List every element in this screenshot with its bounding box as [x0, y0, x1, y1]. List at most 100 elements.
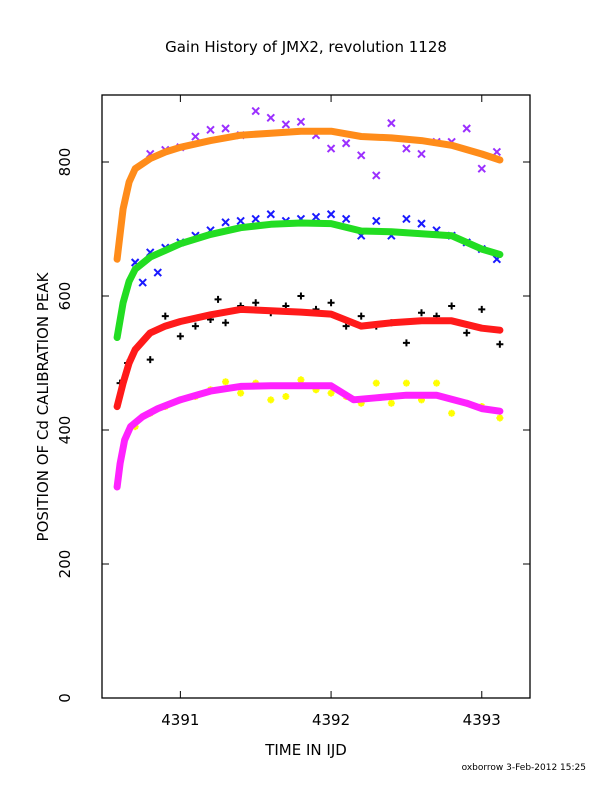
- series-0-point-12: [326, 144, 336, 153]
- series-layer: [113, 106, 504, 491]
- series-0-point-18: [417, 149, 426, 159]
- y-tick-label-4: 800: [56, 148, 74, 177]
- series-6-point-16: [372, 379, 380, 387]
- series-3-point-2: [126, 278, 133, 285]
- y-tick-label-1: 200: [56, 550, 74, 579]
- series-2-point-16: [341, 214, 351, 224]
- series-4-point-25: [478, 305, 486, 313]
- series-5-point-4: [147, 329, 154, 336]
- series-7-point-9: [267, 382, 274, 389]
- series-3-point-17: [496, 251, 503, 258]
- series-7-point-6: [177, 396, 184, 403]
- series-3-point-10: [297, 219, 304, 226]
- series-1-point-8: [237, 132, 244, 139]
- series-3-point-6: [177, 240, 184, 247]
- series-4-point-17: [357, 312, 365, 320]
- series-3-point-14: [418, 230, 425, 237]
- series-6-point-7: [237, 389, 245, 397]
- series-4: [116, 292, 504, 387]
- series-1-point-15: [448, 142, 455, 149]
- series-5: [113, 305, 504, 411]
- series-5-point-1: [120, 380, 127, 387]
- series-4-point-10: [252, 299, 260, 307]
- series-7-point-12: [350, 396, 357, 403]
- series-0-point-7: [251, 106, 260, 116]
- footer-timestamp: oxborrow 3-Feb-2012 15:25: [462, 763, 586, 773]
- series-4-point-3: [161, 312, 169, 320]
- series-0-point-13: [341, 139, 351, 148]
- series-5-point-9: [267, 307, 274, 314]
- series-2-point-3: [153, 268, 162, 277]
- series-4-point-23: [448, 302, 456, 310]
- y-tick-label-0: 0: [56, 693, 74, 703]
- series-7-point-10: [297, 382, 304, 389]
- series-7: [113, 382, 504, 491]
- series-6-point-18: [402, 379, 410, 387]
- x-tick-label-2: 4393: [463, 711, 501, 729]
- series-1-point-13: [388, 134, 395, 141]
- series-1-curve: [113, 127, 504, 263]
- series-3-point-3: [132, 266, 139, 273]
- series-1: [113, 127, 504, 263]
- series-4-point-7: [214, 295, 222, 303]
- series-4-point-21: [417, 309, 425, 317]
- series-7-point-1: [117, 460, 124, 467]
- series-1-point-6: [177, 144, 184, 151]
- series-7-point-14: [403, 392, 410, 399]
- y-axis-ticks: 0 200 400 600 800: [56, 148, 530, 703]
- y-tick-label-2: 400: [56, 416, 74, 445]
- series-3-point-15: [448, 232, 455, 239]
- series-1-point-0: [114, 256, 121, 263]
- series-5-point-14: [418, 317, 425, 324]
- series-0-point-17: [402, 144, 411, 153]
- series-3-point-12: [358, 228, 365, 235]
- series-4-point-24: [463, 329, 471, 337]
- series-7-point-2: [121, 437, 128, 444]
- series-7-point-4: [139, 413, 146, 420]
- series-1-point-2: [126, 179, 133, 186]
- series-1-point-7: [207, 137, 214, 144]
- series-0-point-14: [357, 151, 366, 160]
- series-5-point-13: [388, 319, 395, 326]
- series-7-point-17: [478, 405, 485, 412]
- series-2-point-21: [417, 219, 426, 228]
- series-3-point-0: [114, 334, 121, 341]
- series-6-point-11: [297, 376, 305, 384]
- series-3-point-9: [267, 221, 274, 228]
- series-5-point-11: [328, 311, 335, 318]
- series-5-point-16: [478, 325, 485, 332]
- series-2-point-18: [372, 216, 381, 226]
- series-6-point-13: [327, 389, 335, 397]
- series-7-point-16: [463, 400, 470, 407]
- series-0-point-8: [266, 113, 275, 122]
- series-0-point-15: [372, 171, 381, 180]
- series-2-point-1: [138, 278, 147, 287]
- series-7-point-13: [373, 394, 380, 401]
- series-1-point-11: [328, 128, 335, 135]
- series-5-point-15: [448, 317, 455, 324]
- series-6-point-21: [448, 409, 456, 417]
- series-0-point-10: [296, 117, 306, 127]
- series-1-point-3: [132, 165, 139, 172]
- series-1-point-17: [496, 156, 503, 163]
- series-3-point-1: [120, 299, 127, 306]
- series-0-point-23: [492, 147, 502, 157]
- plot-frame: [101, 94, 531, 699]
- series-7-point-5: [154, 405, 161, 412]
- series-6-point-20: [433, 379, 441, 387]
- series-7-point-18: [496, 408, 503, 415]
- series-5-point-3: [132, 346, 139, 353]
- series-4-point-4: [176, 332, 184, 340]
- series-3-point-8: [237, 224, 244, 231]
- series-3-point-4: [147, 254, 154, 261]
- series-4-point-26: [496, 340, 504, 348]
- series-1-point-14: [418, 137, 425, 144]
- series-0-point-5: [221, 124, 230, 133]
- series-2-point-20: [402, 214, 411, 224]
- series-2-point-15: [326, 210, 336, 219]
- series-7-point-15: [433, 392, 440, 399]
- series-1-point-4: [147, 155, 154, 162]
- series-5-curve: [113, 305, 504, 411]
- series-2-point-10: [251, 214, 260, 224]
- series-3-point-11: [328, 220, 335, 227]
